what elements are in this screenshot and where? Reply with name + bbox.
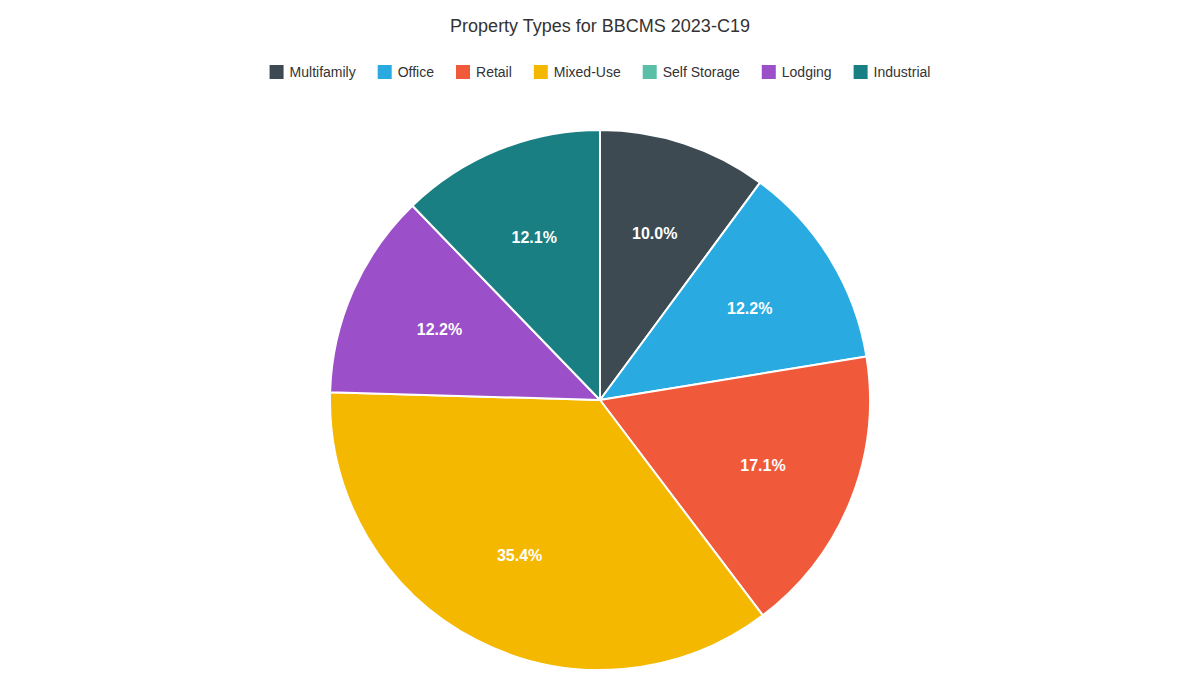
legend-item: Industrial: [854, 64, 931, 80]
legend-item: Retail: [456, 64, 512, 80]
data-label: 12.2%: [727, 300, 772, 317]
pie: [330, 130, 870, 670]
legend-swatch: [854, 65, 868, 79]
legend-item: Self Storage: [643, 64, 740, 80]
legend-swatch: [378, 65, 392, 79]
legend-label: Self Storage: [663, 64, 740, 80]
legend-item: Lodging: [762, 64, 832, 80]
legend-swatch: [270, 65, 284, 79]
data-label: 12.2%: [417, 321, 462, 338]
legend-label: Industrial: [874, 64, 931, 80]
pie-slice: [412, 130, 600, 400]
legend-swatch: [643, 65, 657, 79]
data-label: 12.1%: [512, 229, 557, 246]
legend-label: Office: [398, 64, 435, 80]
legend-label: Retail: [476, 64, 512, 80]
legend-item: Office: [378, 64, 435, 80]
legend-swatch: [456, 65, 470, 79]
title: Property Types for BBCMS 2023-C19: [450, 16, 750, 36]
data-label: 10.0%: [632, 225, 677, 242]
legend-swatch: [762, 65, 776, 79]
legend-label: Mixed-Use: [554, 64, 621, 80]
legend: Multifamily Office Retail Mixed-Use Self Sto…: [270, 64, 931, 80]
chart: Property Types for BBCMS 2023-C19 Multifa…: [0, 0, 1200, 700]
data-label: 17.1%: [740, 457, 785, 474]
data-label: 35.4%: [497, 547, 542, 564]
legend-item: Mixed-Use: [534, 64, 621, 80]
legend-item: Multifamily: [270, 64, 356, 80]
legend-label: Multifamily: [290, 64, 356, 80]
legend-label: Lodging: [782, 64, 832, 80]
legend-swatch: [534, 65, 548, 79]
pie-slice: [330, 392, 763, 670]
data-labels: 10.0% 12.2% 17.1% 35.4% 12.2% 12.1%: [417, 225, 786, 565]
